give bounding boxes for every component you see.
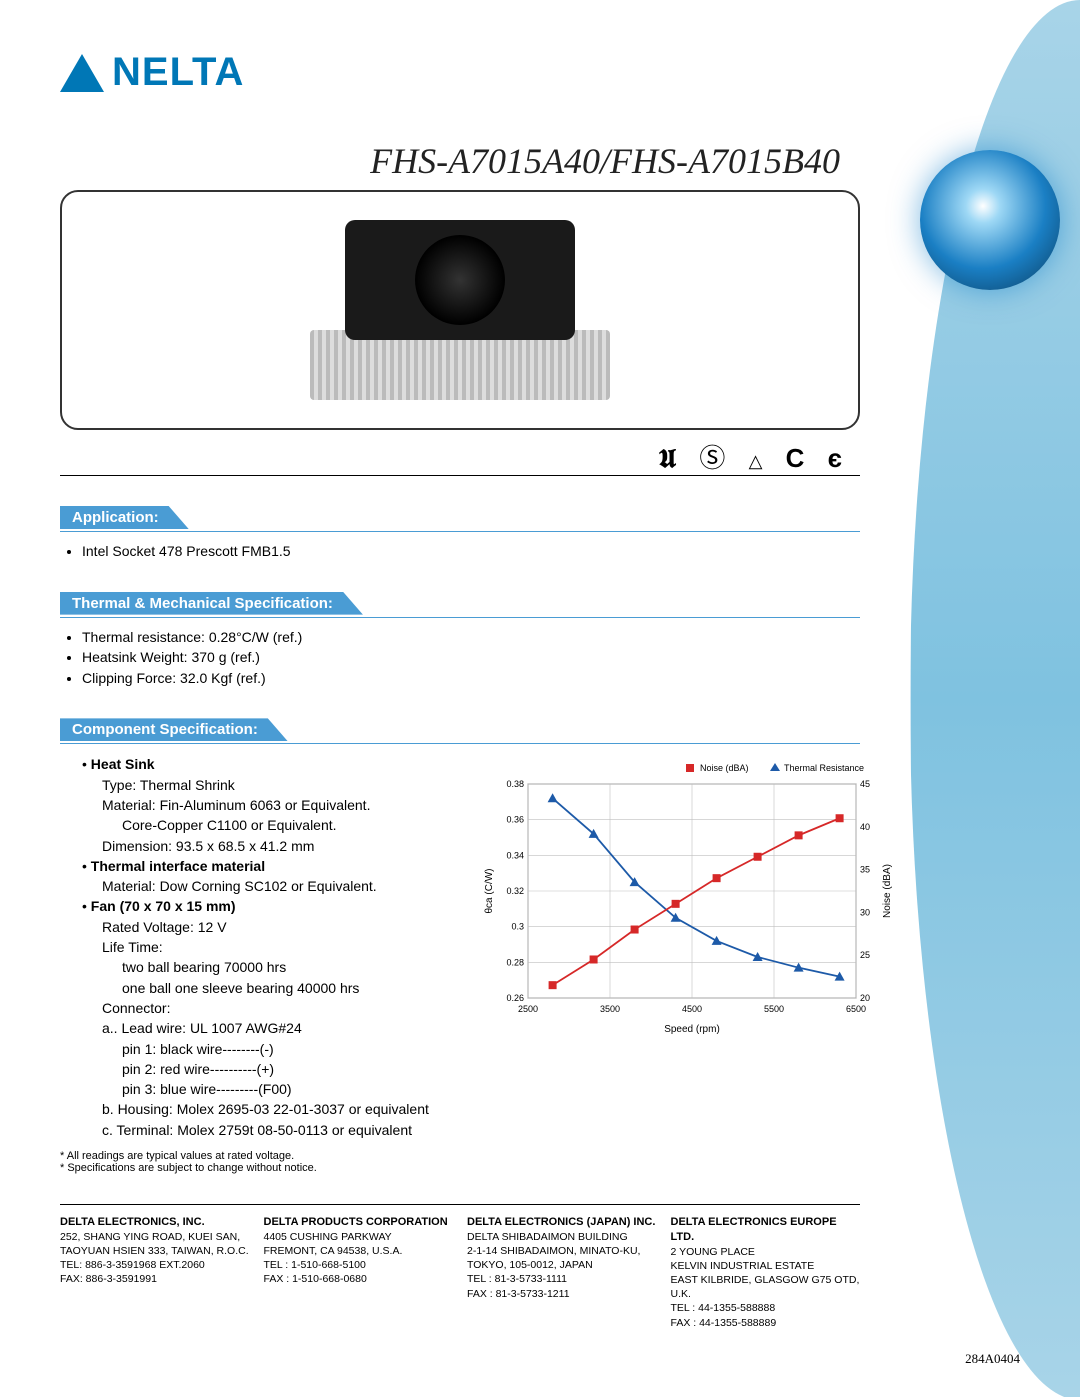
svg-text:30: 30 [860,908,870,918]
company-logo: NELTA [60,50,860,95]
section-thermal: Thermal & Mechanical Specification: Ther… [60,592,860,689]
svg-text:0.3: 0.3 [511,922,524,932]
svg-text:6500: 6500 [846,1004,866,1014]
svg-text:Noise (dBA): Noise (dBA) [700,763,749,773]
svg-text:40: 40 [860,822,870,832]
svg-text:0.36: 0.36 [506,815,524,825]
footer-col: DELTA ELECTRONICS (JAPAN) INC. DELTA SHI… [467,1215,657,1330]
svg-text:3500: 3500 [600,1004,620,1014]
svg-text:Noise (dBA): Noise (dBA) [882,864,893,918]
product-image-frame [60,190,860,430]
svg-text:Thermal Resistance: Thermal Resistance [784,763,864,773]
list-item: Intel Socket 478 Prescott FMB1.5 [82,542,860,562]
list-item: Heatsink Weight: 370 g (ref.) [82,648,860,668]
certification-icons: 𝖀 Ⓢ △ C є [60,434,860,476]
list-item: Clipping Force: 32.0 Kgf (ref.) [82,669,860,689]
performance-chart: Noise (dBA) Thermal Resistance 0.26 0.28 0.3… [480,758,900,1038]
svg-text:0.34: 0.34 [506,851,524,861]
footnotes: * All readings are typical values at rat… [60,1150,860,1174]
section-header-component: Component Specification: [60,718,288,741]
svg-text:5500: 5500 [764,1004,784,1014]
footer-col: DELTA ELECTRONICS EUROPE LTD. 2 YOUNG PL… [671,1215,861,1330]
logo-triangle-icon [60,54,104,92]
svg-text:Speed (rpm): Speed (rpm) [664,1024,720,1035]
svg-text:4500: 4500 [682,1004,702,1014]
svg-text:45: 45 [860,779,870,789]
svg-text:0.26: 0.26 [506,993,524,1003]
svg-text:35: 35 [860,865,870,875]
application-list: Intel Socket 478 Prescott FMB1.5 [60,542,860,562]
svg-text:0.28: 0.28 [506,958,524,968]
orb-decoration [920,150,1060,290]
document-number: 284A0404 [965,1351,1020,1367]
section-header-thermal: Thermal & Mechanical Specification: [60,592,363,615]
component-spec-text: • Heat Sink Type: Thermal Shrink Materia… [60,754,460,1140]
footer-col: DELTA ELECTRONICS, INC. 252, SHANG YING … [60,1215,250,1330]
section-application: Application: Intel Socket 478 Prescott F… [60,506,860,562]
logo-text: NELTA [112,50,244,95]
section-component: Component Specification: • Heat Sink Typ… [60,718,860,1174]
footer-addresses: DELTA ELECTRONICS, INC. 252, SHANG YING … [60,1215,860,1330]
footer-divider [60,1204,860,1205]
svg-text:0.32: 0.32 [506,886,524,896]
svg-text:20: 20 [860,993,870,1003]
svg-text:2500: 2500 [518,1004,538,1014]
footer-col: DELTA PRODUCTS CORPORATION 4405 CUSHING … [264,1215,454,1330]
product-image [250,210,670,410]
list-item: Thermal resistance: 0.28°C/W (ref.) [82,628,860,648]
product-title: FHS-A7015A40/FHS-A7015B40 [60,140,860,182]
svg-text:0.38: 0.38 [506,779,524,789]
section-header-application: Application: [60,506,189,529]
svg-text:θca (C/W): θca (C/W) [484,869,495,914]
thermal-list: Thermal resistance: 0.28°C/W (ref.) Heat… [60,628,860,689]
svg-text:25: 25 [860,951,870,961]
